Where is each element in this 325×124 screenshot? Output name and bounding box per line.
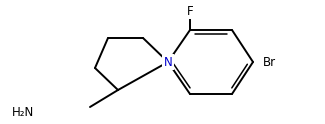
Text: H₂N: H₂N bbox=[12, 106, 34, 119]
Text: F: F bbox=[187, 5, 193, 18]
Text: Br: Br bbox=[263, 56, 276, 68]
Text: N: N bbox=[163, 56, 172, 68]
